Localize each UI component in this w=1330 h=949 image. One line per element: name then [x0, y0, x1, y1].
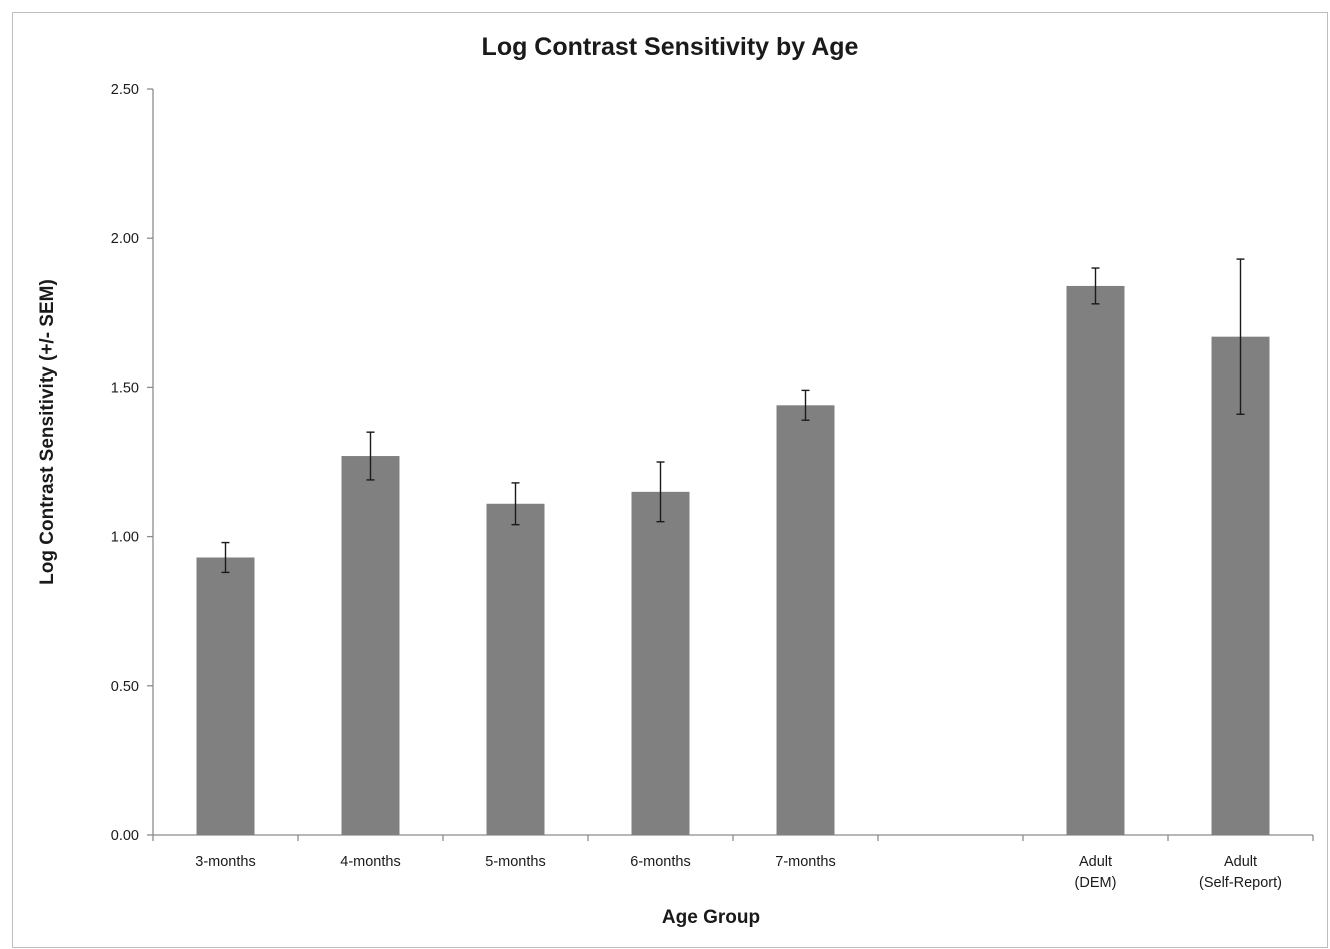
x-category-label: (Self-Report): [1199, 875, 1282, 891]
axes: [147, 88, 1314, 841]
error-bars: [221, 258, 1245, 574]
x-axis-title: Age Group: [662, 907, 760, 928]
y-tick-labels: 0.00 0.50 1.00 1.50 2.00 2.50: [111, 82, 139, 844]
y-tick-label: 0.00: [111, 828, 139, 844]
y-tick-label: 1.00: [111, 530, 139, 546]
bar: [631, 491, 690, 835]
x-category-label: 3-months: [195, 854, 255, 870]
x-category-label: (DEM): [1075, 875, 1117, 891]
x-category-label: 6-months: [630, 854, 690, 870]
y-tick-label: 1.50: [111, 380, 139, 396]
x-category-label: 7-months: [775, 854, 835, 870]
x-category-labels: 3-months 4-months 5-months 6-months 7-months…: [195, 854, 1282, 891]
bar: [1211, 336, 1270, 835]
bar: [776, 405, 835, 835]
bar: [196, 557, 255, 835]
bars: [196, 285, 1270, 836]
x-category-label: Adult: [1224, 854, 1257, 870]
y-axis-title: Log Contrast Sensitivity (+/- SEM): [37, 279, 58, 585]
y-tick-label: 0.50: [111, 679, 139, 695]
x-category-label: 5-months: [485, 854, 545, 870]
x-category-label: Adult: [1079, 854, 1112, 870]
y-tick-label: 2.00: [111, 231, 139, 247]
chart-title: Log Contrast Sensitivity by Age: [482, 33, 859, 61]
y-tick-label: 2.50: [111, 82, 139, 98]
bar: [341, 456, 400, 835]
bar: [486, 503, 545, 835]
bar: [1066, 285, 1125, 836]
x-category-label: 4-months: [340, 854, 400, 870]
